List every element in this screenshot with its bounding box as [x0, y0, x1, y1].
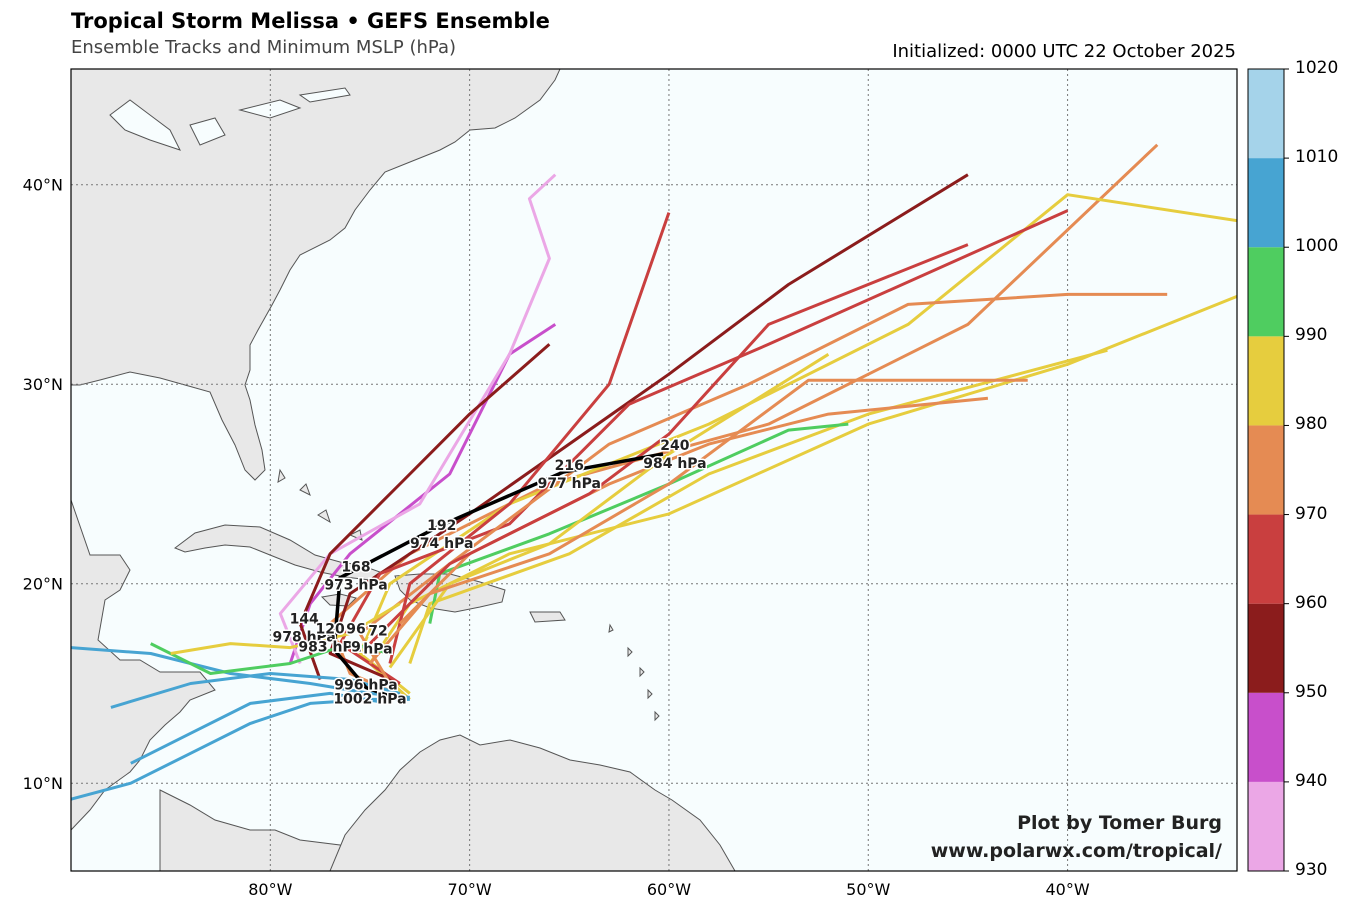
forecast-hour-label: 120 [315, 622, 344, 638]
longitude-tick-label: 60°W [647, 880, 691, 899]
credit-author: Plot by Tomer Burg [1017, 812, 1222, 834]
ensemble-member-track [408, 348, 1108, 664]
longitude-tick-label: 70°W [448, 880, 492, 899]
min-pressure-label: 974 hPa [410, 536, 473, 552]
latitude-tick-label: 20°N [23, 575, 63, 594]
north-america-land [71, 69, 561, 481]
colorbar-segment [1248, 425, 1284, 515]
map-frame [70, 68, 1238, 872]
ensemble-member-track [428, 422, 849, 624]
forecast-hour-label: 96 [346, 622, 365, 638]
south-america-land [329, 734, 736, 871]
min-pressure-label: 996 hPa [334, 677, 397, 693]
ensemble-member-track [71, 646, 410, 699]
landmasses [71, 69, 736, 871]
ensemble-member-track [368, 378, 1028, 665]
great-lakes [109, 87, 351, 151]
colorbar-label: 940 [1295, 770, 1328, 791]
ensemble-mean-track [332, 452, 664, 704]
colorbar-label: 990 [1295, 325, 1328, 346]
credit-url: www.polarwx.com/tropical/ [930, 840, 1222, 862]
forecast-hour-label: 168 [341, 560, 370, 576]
ensemble-member-track [110, 672, 401, 709]
colorbar-label: 1020 [1295, 58, 1339, 78]
lesser-antilles-land [608, 623, 660, 722]
ensemble-member-track [358, 292, 1168, 685]
ensemble-member-track [130, 691, 391, 765]
colorbar-segment [1248, 69, 1284, 159]
colorbar-label: 980 [1295, 414, 1328, 435]
colorbar-segment [1248, 781, 1284, 871]
colorbar-segment [1248, 692, 1284, 782]
forecast-hour-label: 144 [290, 612, 319, 628]
colorbar-frame [1247, 68, 1285, 872]
colorbar-segment [1248, 603, 1284, 693]
initialization-time: Initialized: 0000 UTC 22 October 2025 [892, 41, 1236, 62]
pressure-colorbar [1247, 68, 1289, 872]
ensemble-member-track [150, 642, 391, 675]
map-subtitle: Ensemble Tracks and Minimum MSLP (hPa) [71, 37, 457, 58]
map-title: Tropical Storm Melissa • GEFS Ensemble [71, 9, 550, 33]
min-pressure-label: 977 hPa [538, 476, 601, 492]
latitude-tick-label: 10°N [23, 774, 63, 793]
longitude-tick-label: 40°W [1045, 880, 1089, 899]
ensemble-member-track [298, 343, 551, 681]
colorbar-label: 1010 [1295, 147, 1339, 168]
ensemble-member-track [388, 353, 830, 669]
ensemble-member-track [278, 173, 557, 665]
latitude-ticks: 10°N 20°N 30°N 40°N [23, 176, 63, 794]
colorbar-segment [1248, 158, 1284, 248]
graticule [71, 69, 1237, 871]
longitude-tick-label: 80°W [248, 880, 292, 899]
min-pressure-label: 983 hPa [298, 640, 361, 656]
colorbar-label: 950 [1295, 681, 1328, 702]
min-pressure-label: 984 hPa [643, 456, 706, 472]
ensemble-member-track [170, 602, 401, 655]
ensemble-member-track [368, 243, 969, 645]
colorbar-label: 1000 [1295, 236, 1339, 257]
colorbar-label: 960 [1295, 592, 1328, 613]
longitude-tick-label: 50°W [846, 880, 890, 899]
forecast-hour-label: 240 [660, 438, 689, 454]
ensemble-member-track [338, 209, 1069, 685]
latitude-tick-label: 40°N [23, 176, 63, 195]
latitude-tick-label: 30°N [23, 375, 63, 394]
colorbar-label: 970 [1295, 503, 1328, 524]
ensemble-member-tracks [71, 143, 1237, 801]
min-pressure-label: 973 hPa [324, 578, 387, 594]
colorbar-segment [1248, 336, 1284, 426]
bahamas-land [277, 468, 363, 541]
colorbar-label: 930 [1295, 860, 1328, 880]
min-pressure-label: hPa [363, 642, 392, 658]
colorbar-segment [1248, 514, 1284, 604]
forecast-hour-label: 192 [427, 518, 456, 534]
puerto-rico-land [529, 611, 566, 623]
forecast-hour-label: 216 [555, 458, 584, 474]
ensemble-member-track [398, 396, 989, 625]
min-pressure-label: 9 [351, 640, 361, 656]
min-pressure-label: 1002 hPa [333, 691, 406, 707]
longitude-ticks: 80°W 70°W 60°W 50°W 40°W [248, 880, 1090, 899]
colorbar-segment [1248, 247, 1284, 337]
forecast-hour-label: 72 [368, 624, 387, 640]
min-pressure-label: 978 hPa [272, 630, 335, 646]
